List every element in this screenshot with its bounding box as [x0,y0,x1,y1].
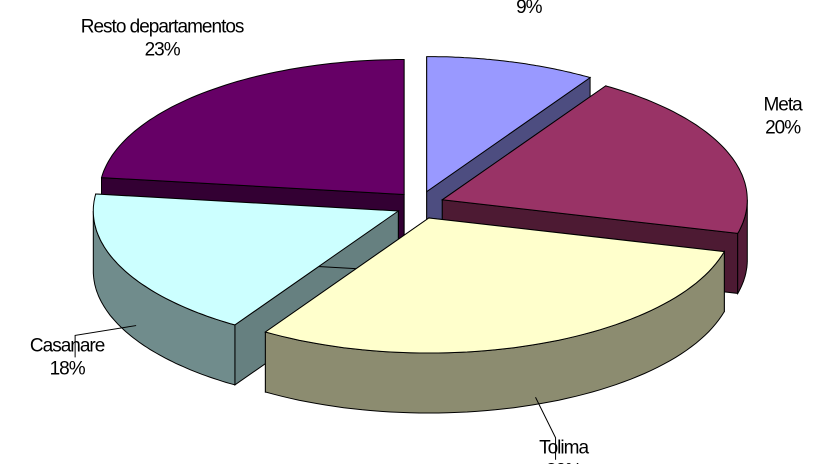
leader-line [74,325,137,358]
slice-top [264,217,726,354]
data-label-value: 30% [546,461,582,464]
data-label-name: Tolima [539,438,589,459]
data-label-name: Meta [763,94,803,115]
slice [264,217,726,414]
slice-top [100,59,405,196]
data-label-value: 23% [145,40,181,61]
data-label-name: Casanare [30,335,105,356]
data-label-value: 20% [765,117,801,138]
slice-top [92,193,400,326]
data-label-value: 18% [50,358,86,379]
slice-top [440,85,748,234]
leader-line [535,397,557,460]
data-label-name: Resto departamentos [81,17,244,38]
slice-top [426,56,592,193]
data-label-value: 9% [516,0,543,18]
